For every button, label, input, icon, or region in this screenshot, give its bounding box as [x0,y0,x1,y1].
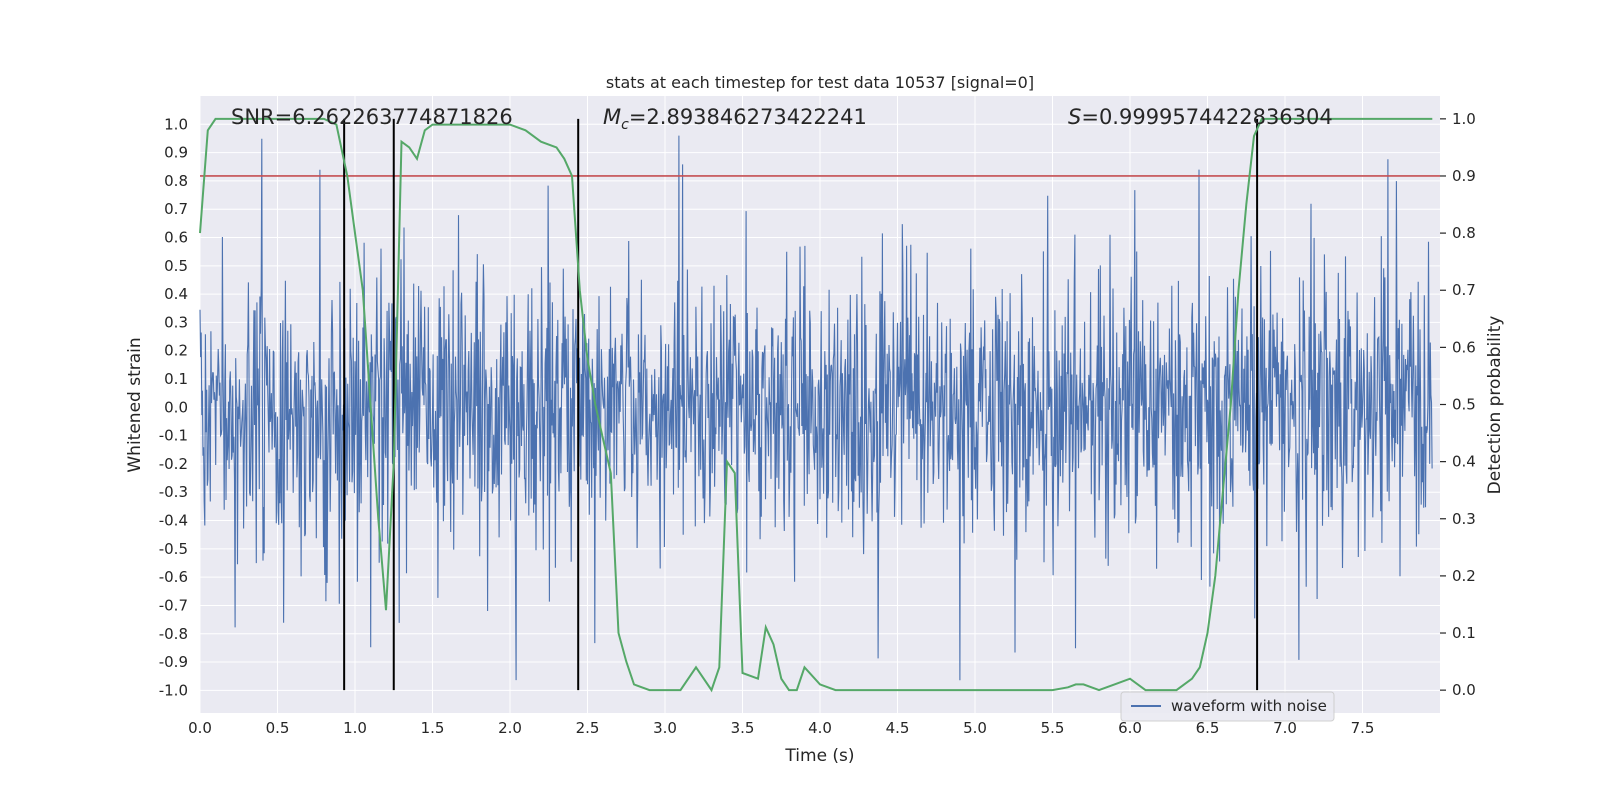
x-tick-label: 7.0 [1273,719,1297,737]
vertical-lines [343,118,1259,691]
y2-tick-label: 0.9 [1452,167,1476,185]
y2-axis-ticks: 0.0 0.1 0.2 0.3 0.4 0.5 0.6 0.7 0.8 0.9 1.0 [1440,110,1476,699]
x-tick-label: 2.0 [498,719,522,737]
x-tick-label: 5.5 [1041,719,1065,737]
score-symbol: S [1068,105,1081,129]
chirp-mass-subscript: c [621,117,629,133]
y-tick-label: -0.1 [159,427,188,445]
y-tick-label: 0.2 [164,342,188,360]
noise-series [199,135,1433,681]
score-value: =0.9999574422836304 [1081,105,1332,129]
y-tick-label: 1.0 [164,115,188,133]
y-tick-label: -0.5 [159,540,188,558]
y-tick-label: 0.5 [164,257,188,275]
probability-layer [199,117,1433,693]
y2-tick-label: 0.3 [1452,510,1476,528]
y2-tick-label: 0.6 [1452,338,1476,356]
x-tick-label: 4.0 [808,719,832,737]
x-tick-label: 1.5 [421,719,445,737]
y-tick-label: -0.6 [159,568,188,586]
y2-tick-label: 1.0 [1452,110,1476,128]
y-tick-label: -0.2 [159,455,188,473]
y-tick-label: 0.9 [164,144,188,162]
score-annotation: S=0.9999574422836304 [1068,105,1333,129]
legend-label: waveform with noise [1171,697,1327,715]
x-tick-label: 0.0 [188,719,212,737]
y2-tick-label: 0.8 [1452,224,1476,242]
detection-probability-line [199,117,1433,693]
x-tick-label: 7.5 [1351,719,1375,737]
x-tick-label: 3.0 [653,719,677,737]
y2-tick-label: 0.4 [1452,453,1476,471]
chart-title: stats at each timestep for test data 105… [606,73,1034,92]
y-tick-label: 0.1 [164,370,188,388]
y2-tick-label: 0.7 [1452,281,1476,299]
y-tick-label: -0.4 [159,512,188,530]
legend: waveform with noise [1120,691,1335,722]
x-axis-ticks: 0.0 0.5 1.0 1.5 2.0 2.5 3.0 3.5 4.0 4.5 5.0 5.5 6.0 6… [188,719,1374,737]
y-tick-label: -0.7 [159,596,188,614]
y-tick-label: -0.9 [159,653,188,671]
legend-box [1120,691,1335,722]
x-axis-label: Time (s) [784,746,854,766]
x-tick-label: 1.0 [343,719,367,737]
y2-tick-label: 0.1 [1452,624,1476,642]
noise-line [199,135,1433,681]
y-tick-label: 0.0 [164,398,188,416]
y-tick-label: 0.6 [164,229,188,247]
x-tick-label: 6.0 [1118,719,1142,737]
chirp-mass-annotation: Mc=2.893846273422241 [603,105,867,133]
y-axis-ticks: -1.0 -0.9 -0.8 -0.7 -0.6 -0.5 -0.4 -0.3 -0.2 -0.1… [159,115,188,699]
snr-annotation: SNR=6.262263774871826 [231,105,513,129]
x-tick-label: 5.0 [963,719,987,737]
y-tick-label: -0.3 [159,483,188,501]
x-tick-label: 2.5 [576,719,600,737]
y-axis-label: Whitened strain [125,337,145,472]
y-tick-label: -0.8 [159,625,188,643]
y-tick-label: -1.0 [159,681,188,699]
chirp-mass-symbol: M [603,105,621,129]
x-tick-label: 0.5 [266,719,290,737]
y-tick-label: 0.8 [164,172,188,190]
y2-tick-label: 0.0 [1452,681,1476,699]
y-tick-label: 0.3 [164,313,188,331]
x-tick-label: 3.5 [731,719,755,737]
x-tick-label: 6.5 [1196,719,1220,737]
y2-tick-label: 0.5 [1452,396,1476,414]
y-tick-label: 0.7 [164,200,188,218]
y2-axis-label: Detection probability [1485,316,1505,495]
y-tick-label: 0.4 [164,285,188,303]
x-tick-label: 4.5 [886,719,910,737]
chirp-mass-value: =2.893846273422241 [629,105,867,129]
y2-tick-label: 0.2 [1452,567,1476,585]
